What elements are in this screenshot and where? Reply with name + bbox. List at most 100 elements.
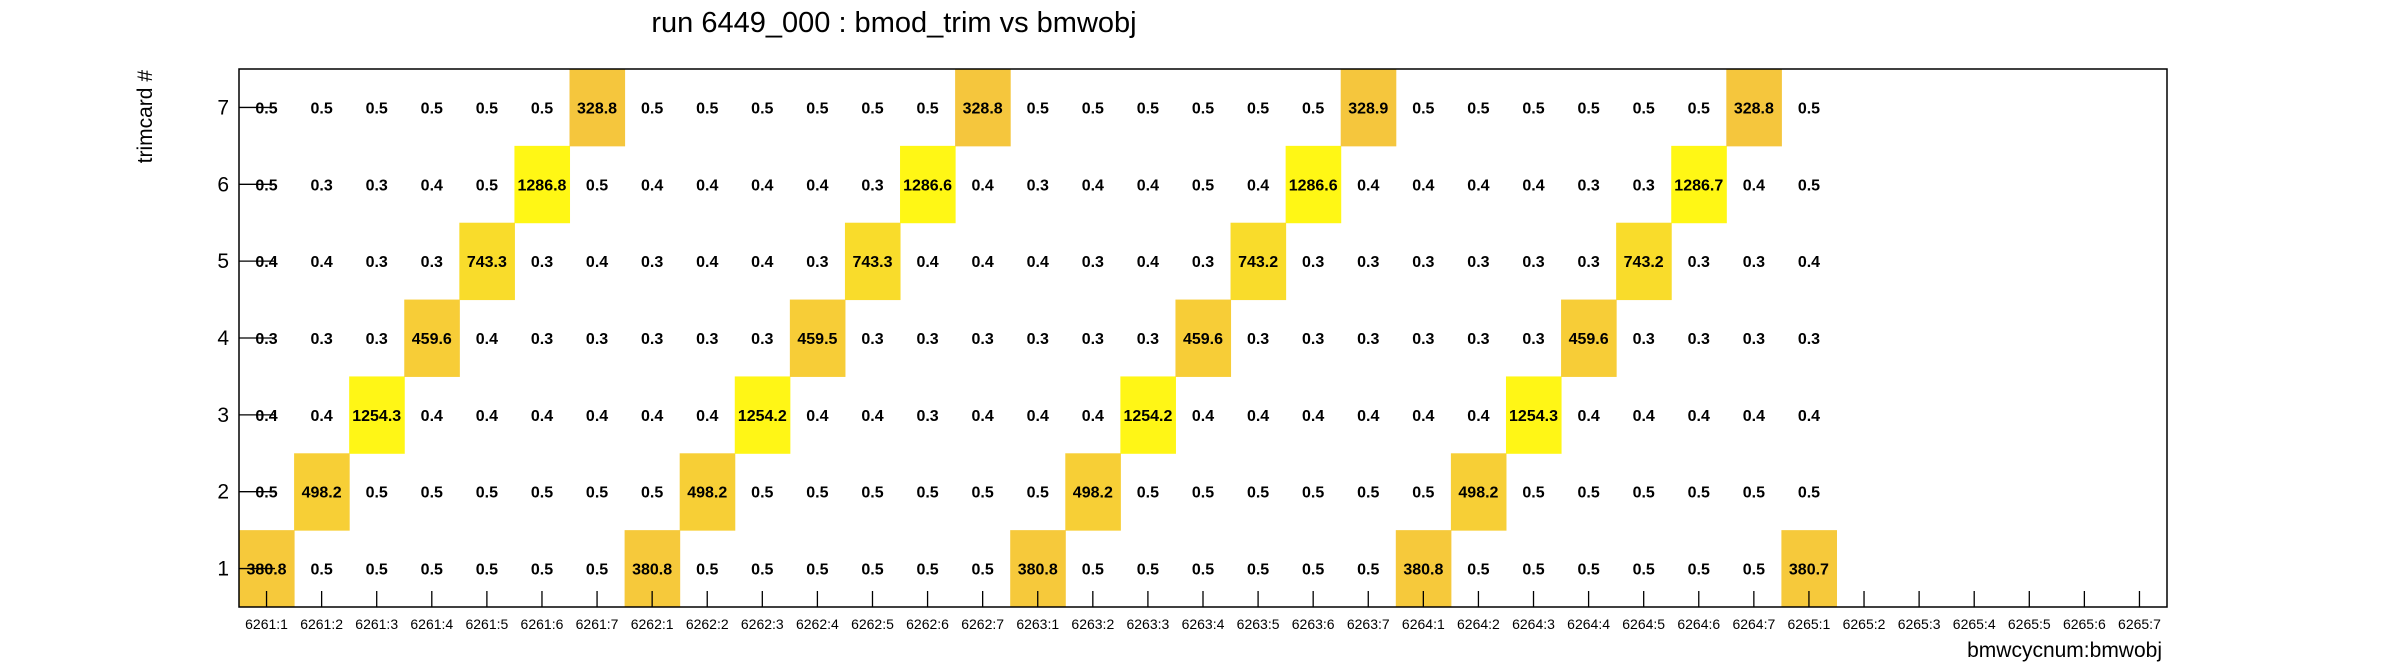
cell-value-label: 1286.7	[1674, 177, 1723, 194]
cell-value-label: 0.5	[255, 100, 277, 117]
x-tick-label: 6264:7	[1732, 616, 1775, 632]
cell-value-label: 0.4	[1522, 177, 1544, 194]
x-tick-label: 6263:3	[1126, 616, 1169, 632]
x-tick-label: 6262:6	[906, 616, 949, 632]
x-axis-title: bmwcycnum:bmwobj	[1967, 639, 2162, 662]
cell-value-label: 0.4	[916, 254, 938, 271]
heatmap-cell	[955, 69, 1011, 147]
cell-value-label: 0.4	[1302, 408, 1324, 425]
cell-value-label: 0.4	[1027, 408, 1049, 425]
cell-value-label: 0.4	[311, 408, 333, 425]
cell-value-label: 0.4	[1082, 177, 1104, 194]
heatmap-cell	[1726, 69, 1782, 147]
cell-value-label: 0.3	[806, 254, 828, 271]
cell-value-label: 0.5	[311, 100, 333, 117]
cell-value-label: 0.3	[1302, 331, 1324, 348]
cell-value-label: 0.3	[916, 408, 938, 425]
x-tick-label: 6265:6	[2063, 616, 2106, 632]
x-tick-label: 6261:4	[410, 616, 453, 632]
cell-value-label: 0.5	[1522, 562, 1544, 579]
x-tick-label: 6263:5	[1237, 616, 1280, 632]
cell-value-label: 0.5	[641, 100, 663, 117]
cell-value-label: 0.3	[311, 331, 333, 348]
cell-value-label: 0.4	[476, 408, 498, 425]
cell-value-label: 0.3	[1467, 331, 1489, 348]
heatmap-cell	[1616, 222, 1672, 301]
cell-value-label: 0.5	[1577, 562, 1599, 579]
cell-value-label: 0.5	[421, 485, 443, 502]
cell-value-label: 0.5	[1302, 562, 1324, 579]
cell-value-label: 0.4	[696, 408, 718, 425]
cell-value-label: 0.5	[1798, 485, 1820, 502]
cell-value-label: 0.5	[916, 485, 938, 502]
cell-value-label: 0.3	[696, 331, 718, 348]
cell-value-label: 0.5	[1192, 485, 1214, 502]
cell-value-label: 0.3	[1522, 254, 1544, 271]
cell-value-label: 0.5	[1412, 485, 1434, 502]
cell-value-label: 1254.3	[1509, 408, 1558, 425]
cell-value-label: 0.4	[696, 254, 718, 271]
y-tick-label: 3	[217, 404, 229, 427]
cell-value-label: 0.4	[1688, 408, 1710, 425]
cell-value-label: 0.5	[1192, 177, 1214, 194]
cell-value-label: 0.5	[806, 485, 828, 502]
heatmap-cells: 380.8 0.5 0.5 0.5 0.5 0.5 0.5 380.8 0.5 0.5 0.5 0.5…	[239, 69, 1837, 608]
cell-value-label: 0.4	[861, 408, 883, 425]
y-tick-label: 4	[217, 327, 229, 350]
cell-value-label: 459.6	[1183, 331, 1223, 348]
cell-value-label: 0.3	[1192, 254, 1214, 271]
cell-value-label: 0.5	[1577, 100, 1599, 117]
cell-value-label: 0.5	[751, 485, 773, 502]
cell-value-label: 0.3	[1743, 254, 1765, 271]
chart-title: run 6449_000 : bmod_trim vs bmwobj	[651, 7, 1136, 39]
cell-value-label: 0.5	[861, 485, 883, 502]
cell-value-label: 0.5	[1302, 100, 1324, 117]
cell-value-label: 459.5	[797, 331, 837, 348]
cell-value-label: 0.4	[1633, 408, 1655, 425]
heatmap-cell	[1065, 453, 1121, 531]
cell-value-label: 0.4	[1082, 408, 1104, 425]
cell-value-label: 0.5	[586, 485, 608, 502]
cell-value-label: 0.3	[1412, 331, 1434, 348]
cell-value-label: 0.3	[1633, 177, 1655, 194]
cell-value-label: 0.3	[1633, 331, 1655, 348]
cell-value-label: 0.5	[1688, 562, 1710, 579]
cell-value-label: 0.5	[1633, 100, 1655, 117]
x-tick-label: 6263:2	[1071, 616, 1114, 632]
cell-value-label: 1286.8	[518, 177, 567, 194]
cell-value-label: 0.5	[366, 100, 388, 117]
cell-value-label: 0.5	[531, 562, 553, 579]
cell-value-label: 0.5	[861, 100, 883, 117]
cell-value-label: 0.3	[366, 254, 388, 271]
cell-value-label: 743.3	[467, 254, 507, 271]
cell-value-label: 0.5	[1357, 562, 1379, 579]
cell-value-label: 380.8	[1018, 562, 1058, 579]
cell-value-label: 0.4	[586, 408, 608, 425]
cell-value-label: 0.5	[255, 177, 277, 194]
cell-value-label: 0.5	[1467, 562, 1489, 579]
cell-value-label: 0.3	[1522, 331, 1544, 348]
cell-value-label: 0.5	[1027, 100, 1049, 117]
cell-value-label: 0.5	[1082, 562, 1104, 579]
cell-value-label: 0.4	[311, 254, 333, 271]
cell-value-label: 0.4	[1247, 177, 1269, 194]
cell-value-label: 1254.3	[352, 408, 401, 425]
cell-value-label: 0.5	[1798, 177, 1820, 194]
cell-value-label: 0.5	[1743, 485, 1765, 502]
cell-value-label: 0.3	[531, 331, 553, 348]
cell-value-label: 743.3	[852, 254, 892, 271]
cell-value-label: 0.5	[806, 100, 828, 117]
cell-value-label: 0.3	[1357, 331, 1379, 348]
cell-value-label: 0.4	[641, 408, 663, 425]
heatmap-cell	[900, 145, 956, 224]
cell-value-label: 0.5	[1302, 485, 1324, 502]
cell-value-label: 380.8	[632, 562, 672, 579]
cell-value-label: 0.3	[366, 331, 388, 348]
cell-value-label: 0.5	[1798, 100, 1820, 117]
cell-value-label: 0.4	[751, 177, 773, 194]
cell-value-label: 0.3	[861, 177, 883, 194]
cell-value-label: 0.5	[531, 485, 553, 502]
cell-value-label: 0.4	[1743, 177, 1765, 194]
cell-value-label: 0.4	[1577, 408, 1599, 425]
